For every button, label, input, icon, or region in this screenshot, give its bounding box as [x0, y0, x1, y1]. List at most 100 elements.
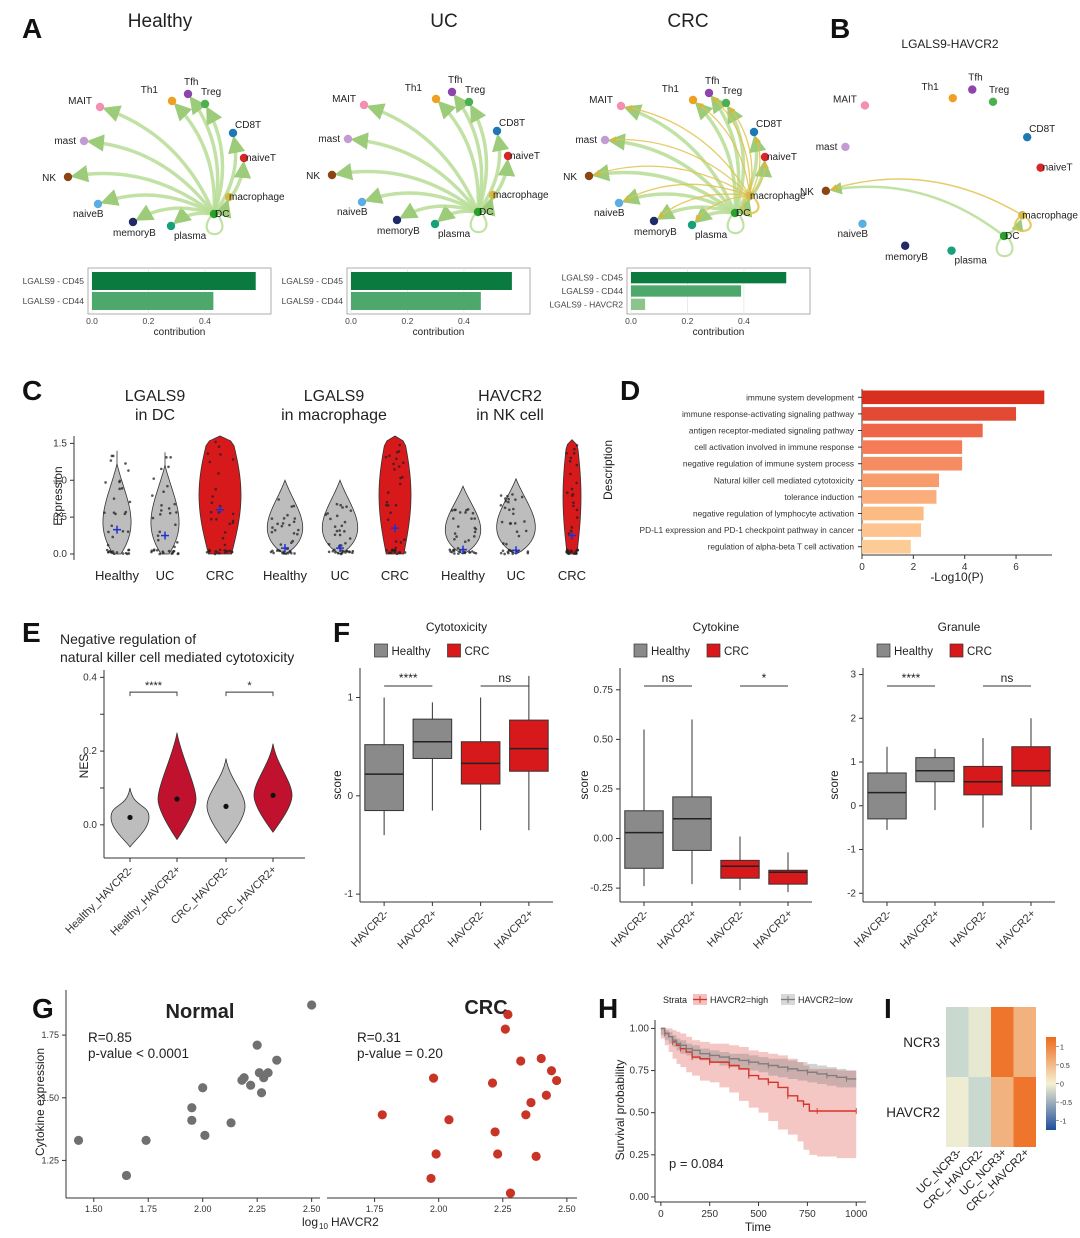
bar — [862, 440, 963, 454]
jitter-point — [468, 550, 471, 554]
jitter-point — [570, 526, 574, 529]
node-cd8t — [492, 126, 502, 136]
tick-label: 1 — [347, 692, 353, 703]
jitter-point — [105, 548, 109, 552]
node-macrophage — [224, 192, 234, 202]
x-category-label: HAVCR2+ — [994, 908, 1038, 952]
jitter-point — [218, 548, 222, 552]
box — [509, 719, 549, 772]
violin-group-title: LGALS9 — [125, 388, 186, 405]
jitter-point — [221, 536, 225, 540]
jitter-point — [474, 527, 478, 531]
bar-category-label: immune system development — [746, 392, 855, 402]
node-label-tfh: Tfh — [184, 77, 198, 88]
jitter-point — [452, 517, 455, 520]
jitter-point — [387, 551, 391, 554]
tick-label: 2 — [911, 562, 917, 573]
jitter-point — [567, 552, 571, 556]
jitter-point — [394, 546, 397, 550]
tick-label: 500 — [750, 1209, 767, 1220]
node-label-naiveb: naiveB — [73, 209, 104, 220]
node-label-plasma: plasma — [174, 231, 207, 242]
node-label-naivet: naiveT — [767, 152, 797, 163]
edge-self-2 — [1013, 216, 1032, 232]
bar — [862, 407, 1017, 421]
jitter-point — [507, 548, 511, 552]
scatter-point — [444, 1115, 454, 1125]
jitter-point — [104, 481, 107, 484]
node-naiveb — [93, 199, 103, 209]
node-plasma — [687, 220, 697, 230]
bar — [631, 298, 646, 310]
edge-macrophage-naiveB — [623, 183, 751, 201]
jitter-point — [210, 517, 213, 521]
edge-dc-MAIT — [102, 105, 216, 215]
jitter-point — [573, 447, 576, 451]
bar-category-label: LGALS9 - CD44 — [562, 286, 624, 296]
network-title: LGALS9-HAVCR2 — [901, 37, 998, 51]
node-mait — [616, 101, 626, 111]
tick-label: 0.0 — [86, 316, 98, 326]
scatter-point — [121, 1170, 132, 1181]
bar — [862, 390, 1045, 405]
jitter-point — [293, 517, 297, 520]
edge-dc-self — [726, 214, 745, 235]
bar — [631, 285, 742, 297]
jitter-point — [394, 504, 398, 507]
tick-label: 0.00 — [594, 834, 614, 845]
p-value-annotation: p = 0.084 — [669, 1156, 724, 1171]
panel-c-violins: 0.0 0.5 1.0 1.5 Expression LGALS9 in DC Healthy… — [51, 388, 586, 583]
jitter-point — [385, 503, 388, 507]
bar-category-label: LGALS9 - CD44 — [23, 296, 85, 306]
scatter-point — [521, 1110, 531, 1120]
jitter-point — [107, 550, 110, 554]
tick-label: 0.2 — [83, 746, 97, 757]
bar-category-label: negative regulation of lymphocyte activa… — [693, 509, 854, 519]
jitter-point — [152, 477, 156, 480]
violin-group-title: LGALS9 — [304, 388, 365, 405]
scatter-point — [505, 1188, 516, 1198]
jitter-point — [500, 520, 504, 524]
edge-dc-NK — [70, 165, 216, 216]
box — [963, 765, 1003, 796]
scatter-point — [493, 1149, 503, 1159]
jitter-point — [338, 529, 342, 532]
jitter-point — [456, 547, 460, 550]
jitter-point — [507, 508, 511, 512]
jitter-point — [392, 462, 395, 466]
node-label-treg: Treg — [722, 86, 742, 97]
jitter-point — [502, 542, 505, 545]
jitter-point — [453, 537, 456, 541]
jitter-point — [150, 549, 154, 552]
node-label-macrophage: macrophage — [750, 191, 806, 202]
jitter-point — [333, 525, 337, 528]
panel-label-f: F — [333, 617, 350, 648]
jitter-point — [286, 551, 290, 555]
node-plasma — [166, 221, 176, 231]
edge-dc-naiveB — [364, 187, 479, 214]
violin-category-label: UC — [331, 568, 350, 583]
node-label-treg: Treg — [465, 85, 485, 96]
node-label-nk: NK — [800, 187, 814, 198]
node-label-cd8t: CD8T — [235, 120, 261, 131]
jitter-point — [513, 522, 517, 525]
jitter-point — [511, 552, 515, 556]
legend-label: HAVCR2=low — [798, 995, 853, 1005]
jitter-point — [110, 524, 114, 528]
jitter-point — [333, 533, 337, 537]
jitter-point — [501, 549, 505, 553]
jitter-point — [517, 534, 521, 538]
tick-label: 0.25 — [594, 784, 614, 795]
jitter-point — [272, 551, 275, 555]
panel-label-i: I — [884, 993, 892, 1024]
jitter-point — [514, 498, 517, 501]
scatter-point — [552, 1075, 562, 1086]
node-label-cd8t: CD8T — [499, 118, 525, 129]
x-category-label: HAVCR2- — [948, 907, 990, 949]
axis-label-x: contribution — [154, 327, 206, 338]
jitter-point — [169, 456, 172, 459]
jitter-point — [155, 548, 159, 552]
violin — [378, 435, 412, 555]
jitter-point — [214, 440, 217, 444]
